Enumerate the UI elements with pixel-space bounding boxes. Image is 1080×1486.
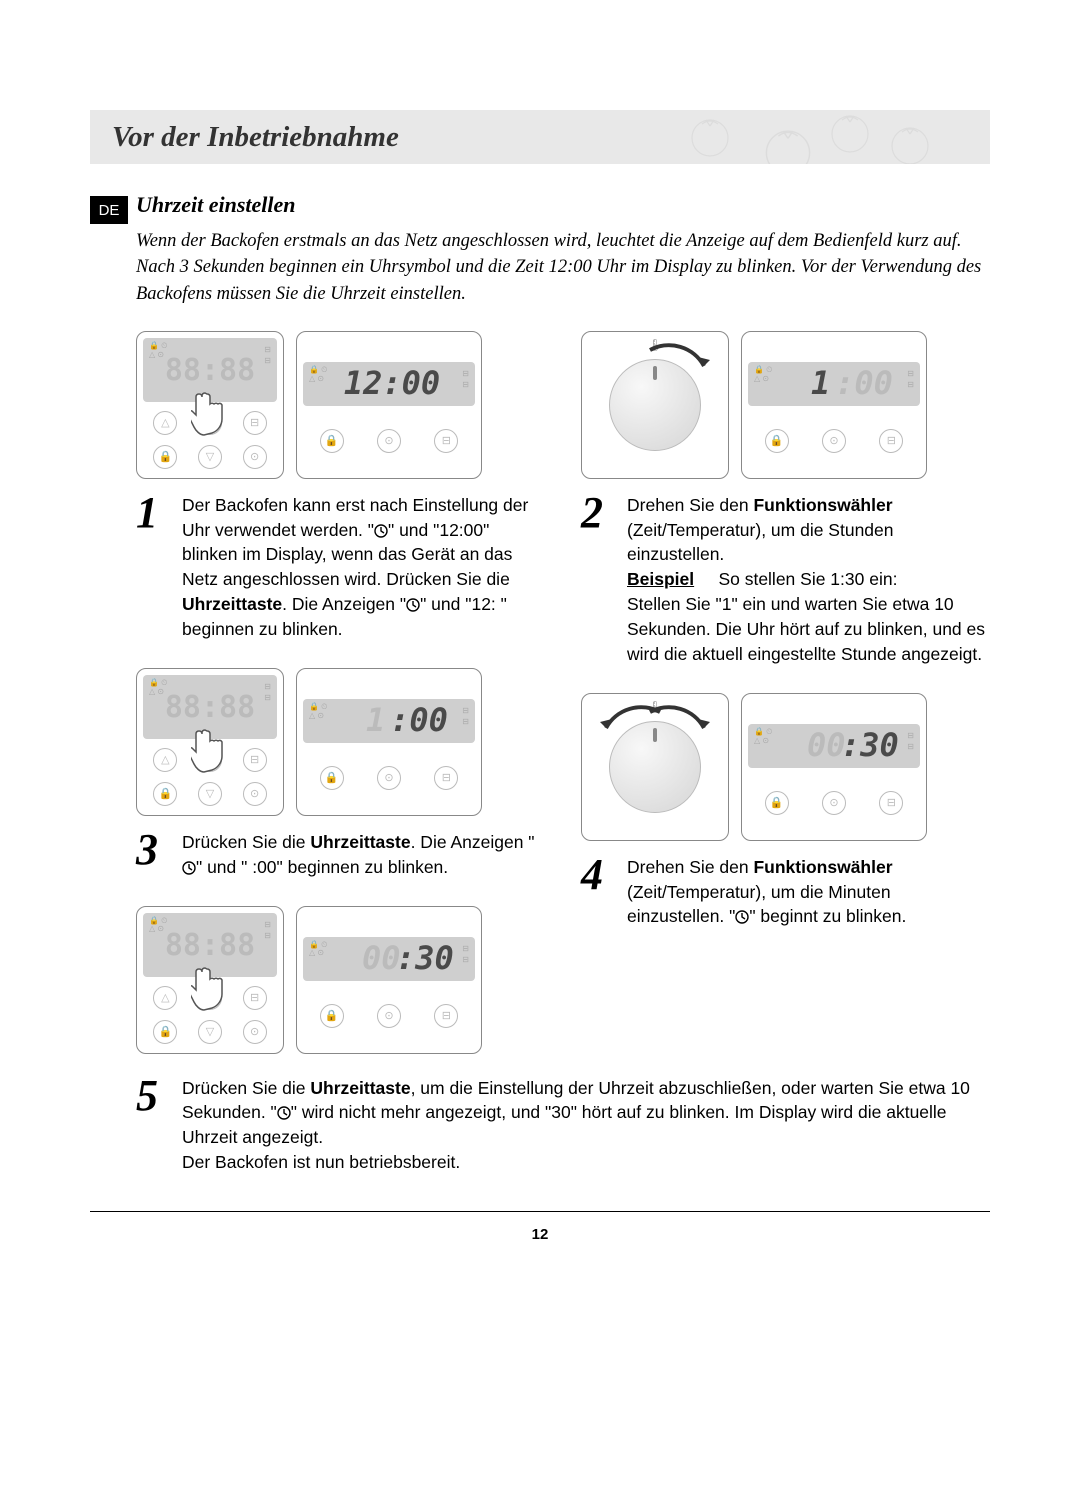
step-text: Drehen Sie den Funktionswähler (Zeit/Tem…: [627, 855, 990, 930]
step-number: 3: [136, 830, 170, 880]
step-1: 1 Der Backofen kann erst nach Einstellun…: [136, 493, 545, 642]
svg-text::30: :30: [396, 939, 454, 977]
step-text: Der Backofen kann erst nach Einstellung …: [182, 493, 545, 642]
svg-text:88:88: 88:88: [165, 690, 255, 725]
clock-icon: [374, 524, 388, 538]
page-title: Vor der Inbetriebnahme: [112, 121, 399, 154]
display-panel-illus: 🔒 ⏲△ ⊙ 00:30 ⊟⊟ 🔒⊙⊟: [741, 693, 927, 841]
step-4: 4 Drehen Sie den Funktionswähler (Zeit/T…: [581, 855, 990, 930]
step-5: 5 Drücken Sie die Uhrzeittaste, um die E…: [136, 1076, 990, 1175]
step3-illustration: 🔒 ⏲△ ⊙ 88:88 ⊟⊟ △⊕⊟ 🔒▽⊙: [136, 668, 545, 816]
step-3: 3 Drücken Sie die Uhrzeittaste. Die Anze…: [136, 830, 545, 880]
step4-illustration: 🌡 🔒 ⏲△ ⊙ 00:30 ⊟⊟: [581, 693, 990, 841]
seg-8888: 88:88: [160, 352, 260, 388]
lcd-display: 🔒 ⏲△ ⊙ 00:30 ⊟⊟: [303, 937, 475, 981]
display-panel-illus: 🔒 ⏲△ ⊙ 1:00 ⊟⊟ 🔒⊙⊟: [296, 668, 482, 816]
svg-text::00: :00: [835, 364, 893, 402]
step2-illustration: 🌡 🔒 ⏲△ ⊙ 1:00 ⊟⊟ 🔒⊙⊟: [581, 331, 990, 479]
svg-text::00: :00: [390, 701, 448, 739]
header-band: Vor der Inbetriebnahme: [90, 110, 990, 164]
intro-text: Wenn der Backofen erstmals an das Netz a…: [136, 228, 990, 307]
step1-illustration: 🔒 ⏲△ ⊙ 88:88 ⊟⊟ △⊕⊟ 🔒▽⊙: [136, 331, 545, 479]
knob-panel-illus: 🌡: [581, 693, 729, 841]
clock-icon: [277, 1106, 291, 1120]
language-badge: DE: [90, 196, 128, 224]
svg-text:00: 00: [362, 939, 401, 977]
svg-text:88:88: 88:88: [165, 353, 255, 388]
step5-illustration: 🔒 ⏲△ ⊙ 88:88 ⊟⊟ △⊕⊟ 🔒▽⊙: [136, 906, 545, 1054]
page-number: 12: [90, 1226, 990, 1243]
lcd-display: 🔒 ⏲△ ⊙ 88:88 ⊟⊟: [143, 338, 277, 402]
display-panel-illus: 🔒 ⏲△ ⊙ 1:00 ⊟⊟ 🔒⊙⊟: [741, 331, 927, 479]
svg-text:00: 00: [807, 726, 846, 764]
lcd-display: 🔒 ⏲△ ⊙ 88:88 ⊟⊟: [143, 913, 277, 977]
control-panel-illus: 🔒 ⏲△ ⊙ 88:88 ⊟⊟ △⊕⊟ 🔒▽⊙: [136, 906, 284, 1054]
rotate-arrow-icon: [632, 342, 722, 402]
clock-icon: [182, 861, 196, 875]
footer-rule: [90, 1211, 990, 1212]
step-number: 1: [136, 493, 170, 642]
knob-panel-illus: 🌡: [581, 331, 729, 479]
svg-text:1: 1: [811, 364, 830, 402]
step-number: 5: [136, 1076, 170, 1175]
display-panel-illus: 🔒 ⏲△ ⊙ 00:30 ⊟⊟ 🔒⊙⊟: [296, 906, 482, 1054]
control-panel-illus: 🔒 ⏲△ ⊙ 88:88 ⊟⊟ △⊕⊟ 🔒▽⊙: [136, 668, 284, 816]
svg-text:1: 1: [366, 701, 385, 739]
lcd-display: 🔒 ⏲△ ⊙ 88:88 ⊟⊟: [143, 675, 277, 739]
step-text: Drehen Sie den Funktionswähler (Zeit/Tem…: [627, 493, 990, 667]
lcd-display: 🔒 ⏲△ ⊙ 00:30 ⊟⊟: [748, 724, 920, 768]
clock-icon: [406, 598, 420, 612]
rotate-arrow-icon: [632, 704, 722, 764]
step-text: Drücken Sie die Uhrzeittaste. Die Anzeig…: [182, 830, 545, 880]
step-number: 4: [581, 855, 615, 930]
header-decoration: [680, 110, 960, 164]
svg-text::30: :30: [841, 726, 899, 764]
svg-text:12:00: 12:00: [344, 364, 440, 402]
step-number: 2: [581, 493, 615, 667]
lcd-display: 🔒 ⏲△ ⊙ 1:00 ⊟⊟: [303, 699, 475, 743]
display-panel-illus: 🔒 ⏲△ ⊙ 12:00 ⊟⊟ 🔒⊙⊟: [296, 331, 482, 479]
section-title: Uhrzeit einstellen: [136, 192, 990, 218]
clock-icon: [735, 910, 749, 924]
lcd-display: 🔒 ⏲△ ⊙ 12:00 ⊟⊟: [303, 362, 475, 406]
step-2: 2 Drehen Sie den Funktionswähler (Zeit/T…: [581, 493, 990, 667]
step-text: Drücken Sie die Uhrzeittaste, um die Ein…: [182, 1076, 990, 1175]
control-panel-illus: 🔒 ⏲△ ⊙ 88:88 ⊟⊟ △⊕⊟ 🔒▽⊙: [136, 331, 284, 479]
svg-text:88:88: 88:88: [165, 928, 255, 963]
lcd-display: 🔒 ⏲△ ⊙ 1:00 ⊟⊟: [748, 362, 920, 406]
